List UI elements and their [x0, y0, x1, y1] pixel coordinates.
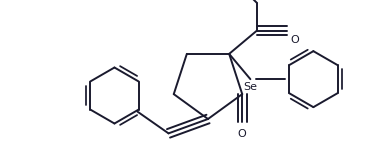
- Text: Se: Se: [243, 82, 257, 92]
- Text: O: O: [238, 129, 247, 139]
- Text: O: O: [291, 35, 299, 45]
